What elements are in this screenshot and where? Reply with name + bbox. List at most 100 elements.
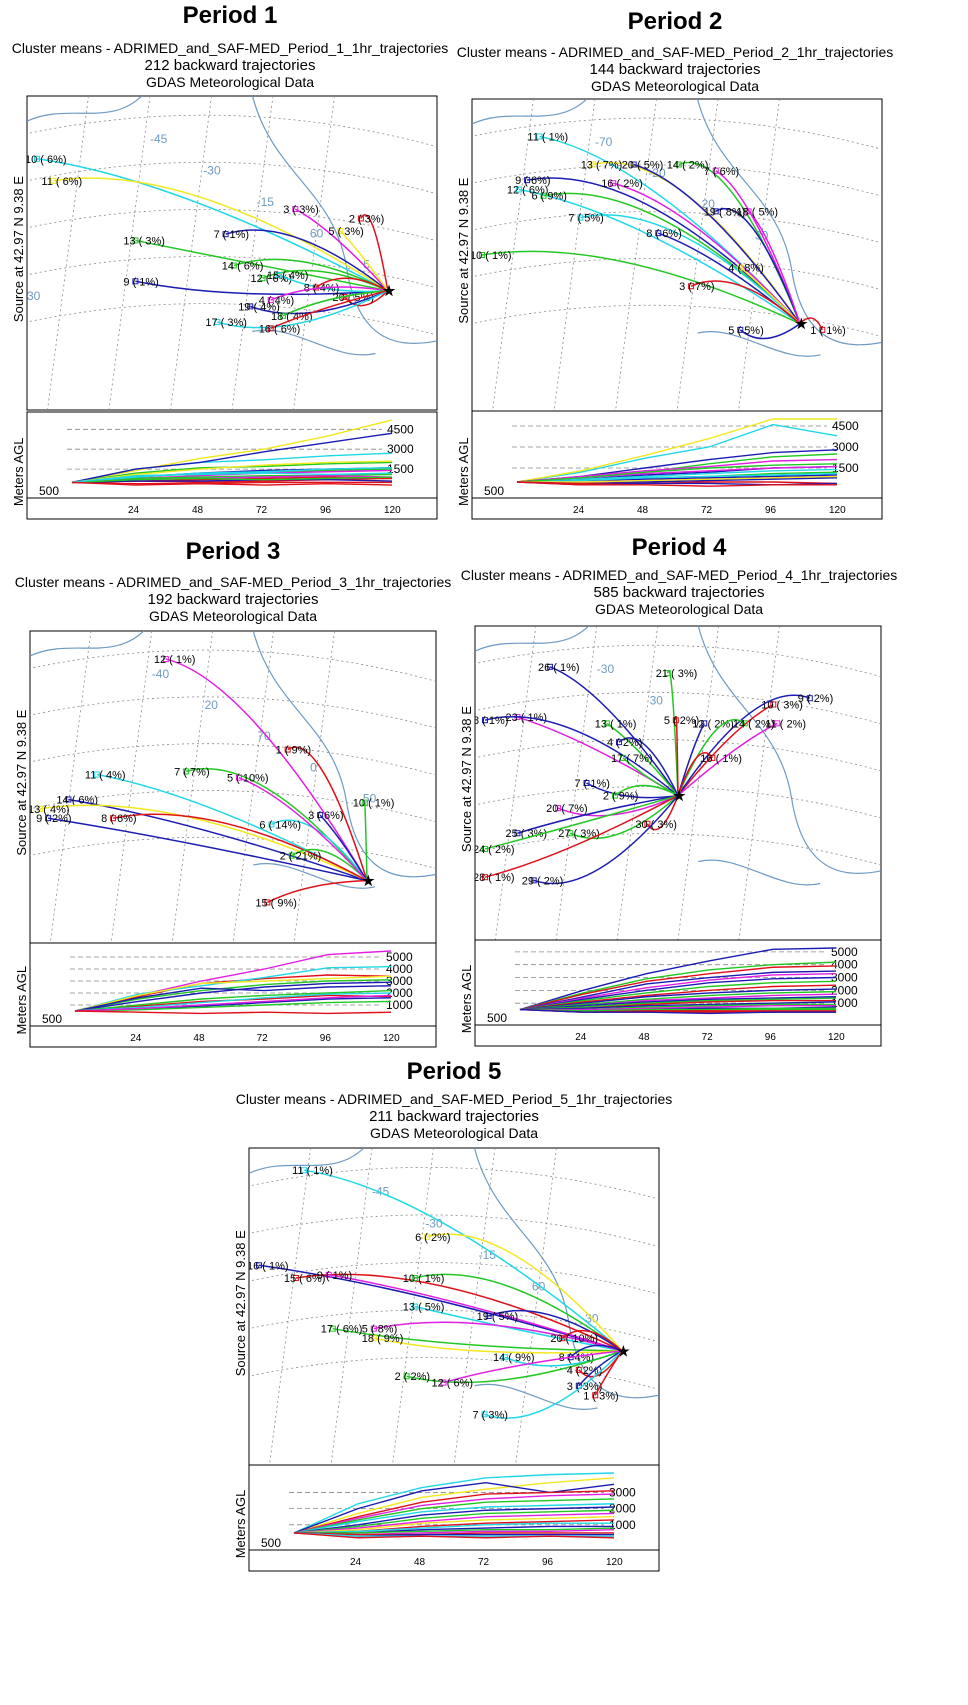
trajectory-marker [546,663,553,670]
subtitle-line3: GDAS Meteorological Data [145,74,315,90]
height-series-line [519,965,837,1011]
height-series-line [74,989,392,1012]
map-frame [29,630,437,944]
height-start-label: 500 [487,1011,507,1025]
trajectory-line [238,776,368,882]
trajectory-marker [567,830,574,837]
trajectory-marker [275,271,282,278]
trajectory-line [270,286,388,301]
cluster-label: 17 ( 3%) [205,317,247,329]
trajectory-line [481,250,801,325]
hour-tick-label: 48 [192,505,204,516]
hour-tick-label: 24 [575,1032,587,1043]
hour-tick-label: 24 [128,505,140,516]
height-series-line [293,1522,614,1534]
cluster-label: 8 ( 6%) [101,813,136,825]
trajectory-marker [230,262,237,269]
coastline [249,1148,659,1410]
graticule-label: 60 [310,226,324,240]
trajectory-marker [361,799,368,806]
graticule-label: 30 [650,694,664,708]
graticule-label: 20 [205,698,219,712]
graticule-label: -70 [595,135,613,149]
height-series-line [71,481,393,486]
trajectory-marker [502,1354,508,1361]
longitude-gridline [269,1148,311,1465]
trajectory-line [677,722,778,797]
height-series-line [519,990,837,1011]
trajectory-chart: Source at 42.97 N 9.38 E -45 -30 -15 60 5 30 10… [11,95,438,520]
trajectory-marker [603,720,610,727]
trajectory-line [319,814,368,881]
trajectory-marker [482,717,488,724]
subtitle-line3: GDAS Meteorological Data [590,78,760,94]
height-series-line [71,467,393,484]
height-start-label: 500 [261,1536,281,1550]
map-frame [248,1147,660,1466]
trajectory-marker [337,228,344,235]
hour-tick-label: 24 [130,1033,142,1044]
cluster-label: 10 ( 1%) [403,1273,445,1285]
cluster-label: 12 ( 2%) [692,718,734,730]
cluster-label: 19 ( 5%) [477,1311,519,1323]
trajectory-line [518,188,801,325]
cluster-label: 7 ( 7%) [174,766,209,778]
trajectory-marker [620,754,627,761]
latitude-gridline [475,833,881,866]
trajectory-marker [288,852,295,859]
trajectory-marker [515,186,522,193]
height-series-line [516,468,838,483]
trajectory-line [135,239,388,292]
height-series-line [519,1001,837,1011]
trajectory-marker [737,326,744,333]
trajectory-marker [701,720,708,727]
subtitle-line3: GDAS Meteorological Data [148,608,318,624]
height-series-line [74,1010,392,1015]
hour-tick-label: 120 [383,1033,400,1044]
latitude-gridline [30,790,436,823]
source-star-icon: ★ [673,788,686,804]
trajectory-line [262,269,389,292]
coastline [27,96,437,356]
graticule-label: -40 [152,667,170,681]
period-title: Period 5 [406,1058,502,1085]
cluster-label: 10 ( 3%) [761,700,803,712]
trajectory-marker [284,746,291,753]
chart-subtitle: Cluster means - ADRIMED_and_SAF-MED_Peri… [0,40,460,91]
hour-tick-label: 96 [765,1032,777,1043]
trajectory-line [225,229,389,292]
cluster-label: 14 ( 6%) [222,261,264,273]
trajectory-line [606,722,679,797]
height-series-line [293,1506,615,1534]
source-location-label: Source at 42.97 N 9.38 E [11,176,26,322]
height-level-label: 2000 [831,983,858,997]
trajectory-marker [819,326,826,333]
height-level-label: 4000 [386,962,413,976]
trajectory-line [291,848,368,882]
height-frame [26,411,438,520]
trajectory-marker [411,1274,418,1281]
source-location-label: Source at 42.97 N 9.38 E [233,1230,248,1376]
trajectory-marker [37,805,43,812]
subtitle-line1: Cluster means - ADRIMED_and_SAF-MED_Peri… [11,40,449,56]
trajectory-line [282,289,388,317]
graticule-label: -30 [203,164,221,178]
period-title: Period 2 [627,8,723,35]
height-series-line [293,1532,615,1539]
height-level-label: 1000 [831,996,858,1010]
trajectory-marker [132,237,139,244]
height-series-line [519,997,837,1011]
cluster-label: 3 ( 6%) [308,810,343,822]
height-series-line [71,432,393,484]
trajectory-marker [672,717,679,724]
trajectory-line [328,1274,623,1352]
cluster-label: 27 ( 3%) [558,828,600,840]
trajectory-marker [555,805,562,812]
cluster-label: 7 ( 3%) [473,1409,508,1421]
cluster-label: 20 ( 5%) [622,160,664,172]
trajectory-line [488,1310,623,1352]
period-title: Period 1 [182,2,278,29]
latitude-gridline [30,649,436,682]
cluster-label: 5 ( 5%) [728,325,763,337]
trajectory-marker [479,252,485,258]
